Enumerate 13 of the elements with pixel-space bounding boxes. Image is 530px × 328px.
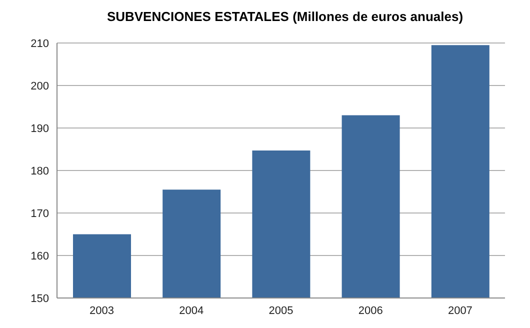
x-tick-label: 2004 — [179, 304, 204, 317]
x-tick-label: 2005 — [268, 304, 294, 317]
y-tick-label: 210 — [30, 38, 49, 50]
y-tick-label: 170 — [30, 208, 49, 220]
y-tick-label: 200 — [30, 80, 49, 92]
x-tick-label: 2006 — [358, 304, 383, 317]
x-tick-label: 2007 — [448, 304, 472, 317]
y-tick-label: 150 — [30, 292, 49, 305]
x-tick-label: 2003 — [90, 304, 114, 317]
y-tick-label: 180 — [30, 165, 49, 178]
chart-title: SUBVENCIONES ESTATALES (Millones de euros anuales) — [106, 9, 464, 24]
y-tick-label: 160 — [30, 250, 49, 262]
y-tick-label: 190 — [30, 122, 49, 135]
